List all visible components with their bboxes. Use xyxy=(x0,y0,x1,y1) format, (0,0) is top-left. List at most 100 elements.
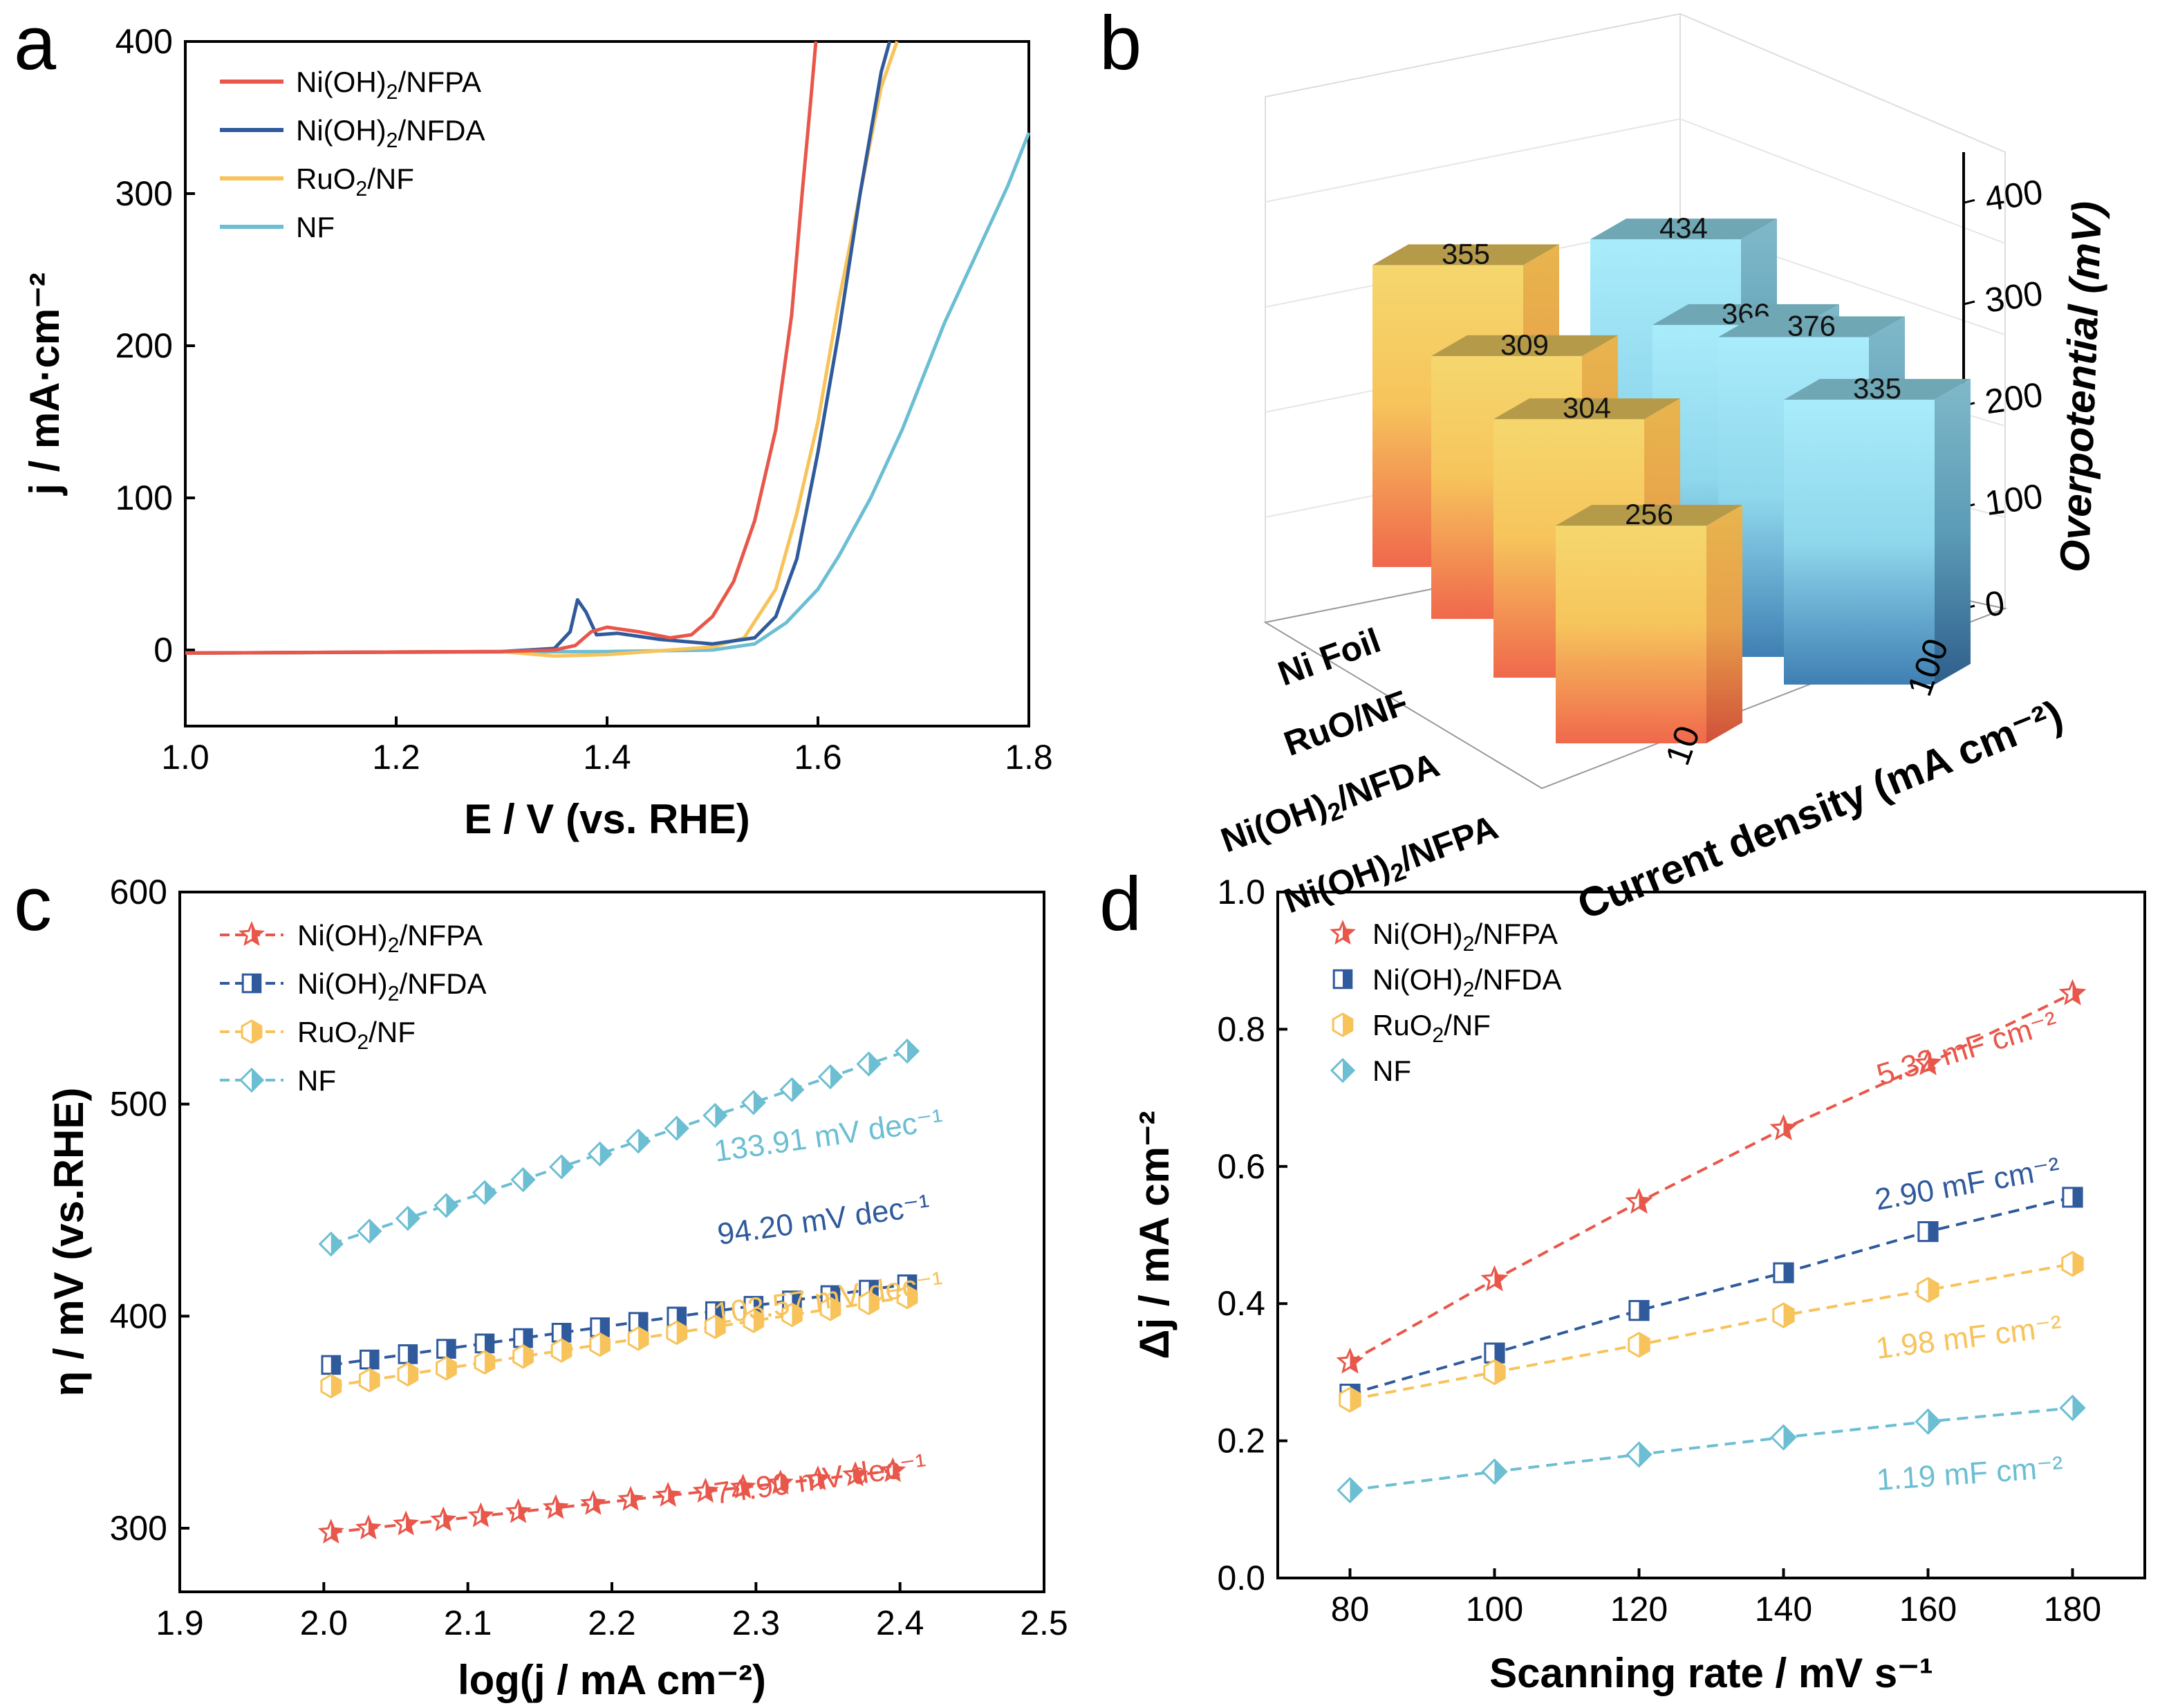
c-data-point-fill xyxy=(523,1329,532,1347)
c-xtick-label: 2.4 xyxy=(876,1604,924,1642)
b-bar-100-value: 376 xyxy=(1787,310,1836,342)
d-data-point-fill xyxy=(2072,1395,2085,1420)
c-data-point xyxy=(318,1231,344,1257)
panel-letter-b: b xyxy=(1099,1,1142,86)
d-data-point-fill xyxy=(2072,981,2084,1003)
c-data-point xyxy=(879,1457,906,1483)
c-data-point xyxy=(804,1465,831,1491)
c-slope-label: 74.90 mV dec⁻¹ xyxy=(712,1447,929,1511)
panel-letter-a: a xyxy=(14,1,57,86)
c-data-point-fill xyxy=(868,1292,879,1315)
c-data-point-fill xyxy=(481,1505,492,1525)
c-data-point-fill xyxy=(638,1312,647,1331)
d-data-point-fill xyxy=(1783,1303,1794,1328)
d-data-point xyxy=(1772,1302,1795,1328)
d-data-point xyxy=(2061,1250,2084,1277)
c-fit-line xyxy=(330,1295,908,1388)
d-data-point xyxy=(1917,1220,1939,1243)
c-data-point-fill xyxy=(715,1302,725,1320)
d-data-point-fill xyxy=(1350,1350,1361,1372)
c-data-point-fill xyxy=(599,1333,610,1356)
d-data-point xyxy=(1339,1386,1361,1413)
d-data-point xyxy=(1336,1347,1364,1374)
c-data-point-fill xyxy=(638,1327,649,1350)
d-legend-label: Ni(OH)2/NFDA xyxy=(1372,963,1561,1001)
c-xtick-label: 2.5 xyxy=(1020,1604,1068,1642)
c-data-point-fill xyxy=(631,1488,642,1509)
c-data-point-fill xyxy=(330,1233,342,1256)
b-bar-10-value: 309 xyxy=(1500,328,1549,361)
c-data-point-fill xyxy=(446,1357,456,1380)
d-legend-marker xyxy=(1332,1012,1354,1037)
c-fit-line xyxy=(330,1050,908,1245)
c-data-point xyxy=(767,1469,794,1495)
a-ylabel: j / mA·cm⁻² xyxy=(21,272,68,496)
d-data-point xyxy=(1915,1408,1942,1435)
c-legend-marker xyxy=(239,1067,265,1093)
c-data-point xyxy=(704,1314,726,1339)
d-frame xyxy=(1276,891,2146,1579)
c-data-point xyxy=(741,1090,766,1115)
c-data-point-fill xyxy=(593,1492,604,1513)
c-legend-marker-fill xyxy=(252,924,263,944)
c-data-point-fill xyxy=(753,1091,765,1114)
c-data-point-fill xyxy=(369,1350,379,1368)
c-data-point-fill xyxy=(406,1513,417,1534)
d-xtick-label: 180 xyxy=(2044,1590,2101,1628)
c-data-point xyxy=(548,1154,575,1180)
c-xtick-label: 2.1 xyxy=(444,1604,492,1642)
c-data-point-fill xyxy=(407,1345,417,1364)
c-data-point xyxy=(617,1485,644,1511)
a-series-line xyxy=(185,41,899,658)
c-data-point-fill xyxy=(792,1303,802,1326)
c-data-point-fill xyxy=(555,1496,566,1517)
d-data-point xyxy=(2062,1187,2083,1208)
a-xtick-label: 1.2 xyxy=(372,738,420,777)
a-xtick-label: 1.6 xyxy=(794,738,842,777)
b-gridline xyxy=(1679,118,2006,244)
b-ztick xyxy=(1963,300,1975,306)
c-data-point xyxy=(894,1038,920,1064)
a-xtick-label: 1.0 xyxy=(161,738,210,777)
b-bar-10-value: 256 xyxy=(1625,498,1673,530)
d-data-point-fill xyxy=(1494,1460,1507,1484)
c-legend-marker-fill xyxy=(252,1069,263,1091)
d-data-point-fill xyxy=(1494,1344,1505,1363)
d-data-point xyxy=(1480,1265,1509,1292)
b-bar-100-front xyxy=(1784,399,1935,685)
b-ztick-label: 300 xyxy=(1982,274,2045,320)
d-xtick-label: 100 xyxy=(1466,1590,1523,1628)
c-legend-marker xyxy=(241,1019,263,1044)
a-ytick-label: 200 xyxy=(115,326,173,365)
chart-d-capacitance: 80 100 120 140 160 180 0.0 0.2 0.4 0.6 0.8 1.0 Scann… xyxy=(1131,873,2146,1696)
d-data-point xyxy=(1769,1114,1798,1141)
c-data-point-fill xyxy=(893,1460,904,1480)
c-data-point-fill xyxy=(330,1356,340,1374)
c-data-point-fill xyxy=(676,1308,686,1326)
d-slope-label: 1.98 mF cm⁻² xyxy=(1874,1309,2063,1366)
d-xtick-label: 160 xyxy=(1899,1590,1957,1628)
c-data-point xyxy=(702,1102,728,1129)
b-bar-100-value: 434 xyxy=(1659,212,1708,244)
c-data-point-fill xyxy=(599,1318,609,1337)
a-legend-label: Ni(OH)2/NFPA xyxy=(296,66,481,104)
d-ytick-label: 0.6 xyxy=(1217,1147,1265,1186)
c-data-point-fill xyxy=(561,1339,571,1362)
d-data-point xyxy=(1914,1049,1942,1075)
c-data-point xyxy=(664,1115,689,1141)
d-data-point xyxy=(2059,1394,2086,1422)
d-data-point-fill xyxy=(1350,1478,1362,1503)
b-zlabel: Overpotential (mV) xyxy=(2051,201,2111,573)
d-data-point xyxy=(1625,1187,1653,1214)
d-legend-marker-fill xyxy=(1343,1059,1354,1082)
d-slope-label: 1.19 mF cm⁻² xyxy=(1875,1450,2064,1497)
d-ytick-label: 0.0 xyxy=(1217,1559,1265,1597)
c-data-point xyxy=(512,1344,534,1369)
c-fit-line xyxy=(330,1283,908,1366)
d-data-point-fill xyxy=(1783,1263,1794,1283)
d-xtick-label: 140 xyxy=(1755,1590,1812,1628)
c-data-point-fill xyxy=(407,1363,418,1386)
a-series-line xyxy=(185,41,892,655)
c-data-point-fill xyxy=(523,1169,534,1191)
